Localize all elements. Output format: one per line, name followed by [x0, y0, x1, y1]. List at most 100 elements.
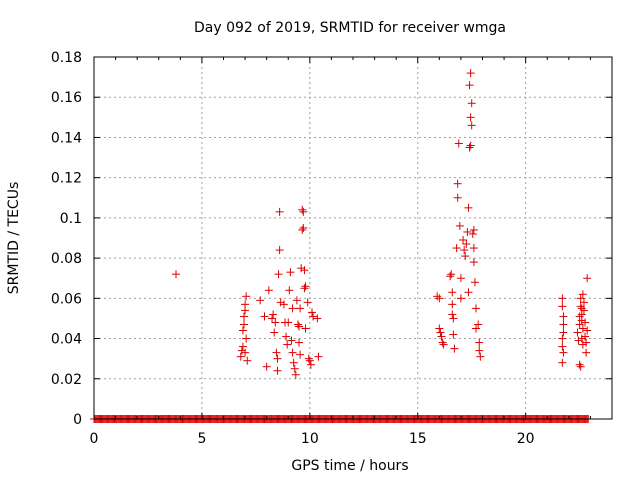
data-point	[577, 334, 586, 343]
data-point	[296, 304, 305, 313]
data-point	[433, 292, 442, 301]
data-point	[438, 338, 447, 347]
data-point	[306, 360, 315, 369]
data-point	[448, 300, 457, 309]
data-point	[300, 266, 309, 275]
data-point	[449, 330, 458, 339]
data-point	[435, 294, 444, 303]
data-point	[475, 338, 484, 347]
data-point	[237, 346, 246, 355]
data-point	[463, 227, 472, 236]
x-tick-labels: 0 5 10 15 20	[90, 431, 535, 447]
data-point	[469, 244, 478, 253]
data-point	[460, 246, 469, 255]
y-tick-label: 0.08	[51, 251, 82, 267]
data-point	[286, 268, 295, 277]
data-point	[304, 354, 313, 363]
data-point	[559, 320, 568, 329]
data-point	[476, 352, 485, 361]
data-point	[243, 356, 252, 365]
data-point	[579, 298, 588, 307]
data-point	[289, 358, 298, 367]
data-point	[583, 274, 592, 283]
data-point	[576, 362, 585, 371]
data-point	[275, 207, 284, 216]
data-point	[450, 344, 459, 353]
data-point	[290, 364, 299, 373]
data-point	[455, 221, 464, 230]
data-point	[238, 326, 247, 335]
data-point	[264, 286, 273, 295]
data-point	[313, 314, 322, 323]
data-point	[276, 298, 285, 307]
x-tick-label: 20	[517, 431, 535, 447]
data-point	[574, 336, 583, 345]
data-point	[301, 324, 310, 333]
data-point	[559, 312, 568, 321]
data-point	[309, 312, 318, 321]
data-point	[449, 314, 458, 323]
data-point	[448, 288, 457, 297]
y-tick-label: 0.16	[51, 90, 82, 106]
data-point	[465, 81, 474, 90]
data-point	[269, 310, 278, 319]
data-point	[466, 69, 475, 78]
data-point	[295, 338, 304, 347]
y-tick-label: 0.02	[51, 372, 82, 388]
data-point	[576, 294, 585, 303]
data-point	[464, 203, 473, 212]
data-point	[240, 320, 249, 329]
data-point	[582, 348, 591, 357]
data-point	[303, 298, 312, 307]
data-point	[469, 258, 478, 267]
data-point	[583, 326, 592, 335]
data-point	[472, 324, 481, 333]
data-point	[558, 302, 567, 311]
data-point	[241, 300, 250, 309]
data-point	[275, 246, 284, 255]
data-point	[284, 318, 293, 327]
y-tick-label: 0.06	[51, 291, 82, 307]
data-point	[453, 179, 462, 188]
x-tick-label: 10	[301, 431, 319, 447]
data-point	[452, 244, 461, 253]
data-point	[578, 340, 587, 349]
x-tick-label: 5	[197, 431, 206, 447]
data-point	[558, 342, 567, 351]
data-point	[274, 270, 283, 279]
data-point	[314, 352, 323, 361]
data-point	[581, 332, 590, 341]
data-point	[581, 318, 590, 327]
data-point	[466, 113, 475, 122]
data-point	[236, 352, 245, 361]
data-point	[467, 99, 476, 108]
data-point	[558, 358, 567, 367]
x-tick-label: 0	[90, 431, 99, 447]
data-point	[559, 348, 568, 357]
data-point	[448, 310, 457, 319]
data-point	[288, 348, 297, 357]
plot-frame	[93, 56, 613, 420]
data-point	[464, 288, 473, 297]
chart-title: Day 092 of 2019, SRMTID for receiver wmg…	[194, 20, 506, 36]
data-point	[456, 294, 465, 303]
data-point	[298, 225, 307, 234]
data-point	[435, 324, 444, 333]
data-point	[283, 340, 292, 349]
x-tick-label: 15	[409, 431, 427, 447]
data-point	[297, 264, 306, 273]
data-point	[578, 290, 587, 299]
y-tick-label: 0.18	[51, 50, 82, 66]
data-point	[454, 139, 463, 148]
y-tick-label: 0.1	[60, 211, 82, 227]
data-point	[242, 292, 251, 301]
data-point	[270, 328, 279, 337]
data-point	[576, 302, 585, 311]
y-tick-label: 0.04	[51, 332, 82, 348]
data-point	[273, 366, 282, 375]
data-point	[461, 252, 470, 261]
data-point	[241, 348, 250, 357]
data-point	[291, 370, 300, 379]
axis-ticks	[93, 56, 613, 420]
data-point	[273, 354, 282, 363]
